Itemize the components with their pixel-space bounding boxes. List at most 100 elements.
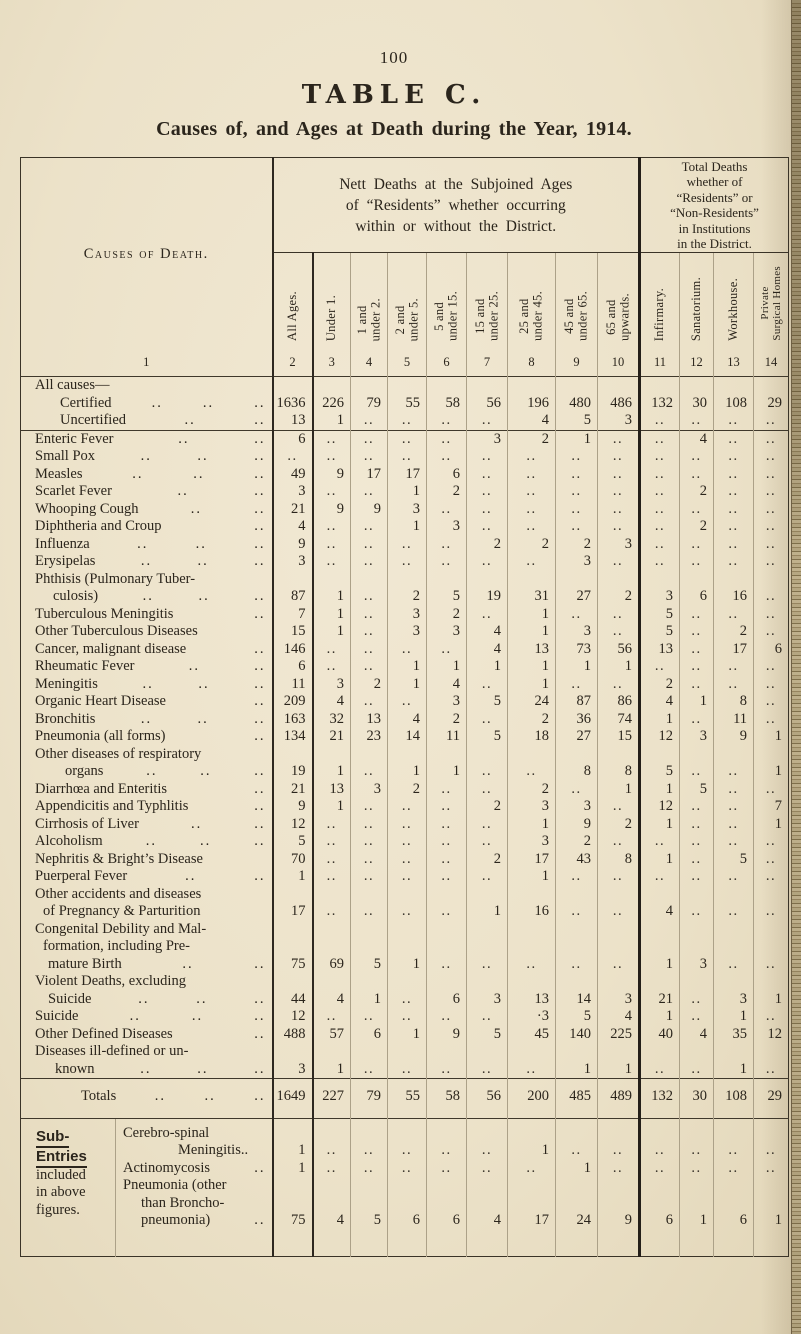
value-cell: 4 (466, 623, 508, 641)
value-cell: 3 (596, 412, 640, 430)
value-cell: 1 (679, 1177, 714, 1256)
label-line: Pneumonia (other (123, 1177, 266, 1195)
value-cell: .. (507, 1043, 556, 1079)
value-cell: 2 (596, 815, 640, 833)
leader-dots: .. (197, 710, 209, 727)
value-cell: 2 (507, 535, 556, 553)
value-cell: 1 (311, 798, 351, 816)
cause-label: Whooping Cough (35, 500, 139, 517)
value-cell: .. (555, 675, 598, 693)
leader-dots: .. (188, 658, 200, 674)
row-label: Enteric Fever.... (20, 429, 273, 448)
value-cell: .. (679, 798, 714, 816)
value-cell: .. (555, 1117, 598, 1160)
value-cell: 3 (311, 675, 351, 693)
group-label: All causes— (20, 376, 273, 395)
cause-label: Organic Heart Disease (35, 693, 166, 709)
value-cell: .. (311, 1117, 351, 1160)
value-cell: .. (596, 1117, 640, 1160)
table-row: Small Pox...............................… (21, 448, 789, 466)
value-cell: .. (350, 885, 388, 921)
column-number: 12 (679, 351, 714, 377)
row-label: Small Pox...... (21, 448, 273, 466)
cause-label: Tuberculous Meningitis (35, 605, 174, 622)
label-line: Certified...... (35, 395, 266, 413)
value-cell: 488 (271, 1025, 313, 1043)
value-cell: .. (713, 553, 754, 571)
value-cell: .. (466, 1043, 508, 1079)
value-cell: .. (753, 833, 789, 851)
value-cell: 6 (426, 1177, 467, 1256)
value-cell: 1 (638, 710, 680, 728)
value-cell: 1 (466, 885, 508, 921)
value-cell: 4 (387, 710, 427, 728)
value-cell: 140 (555, 1025, 598, 1043)
value-cell: 31 (507, 570, 556, 606)
value-cell: 1 (387, 1025, 427, 1043)
table-row: Other diseases of respiratory organs.....… (21, 745, 789, 781)
row-label: Nephritis & Bright’s Disease (21, 851, 273, 869)
row-label: Puerperal Fever.... (21, 868, 273, 886)
value-cell: 1649 (271, 1078, 313, 1118)
leader-dots: .. (190, 815, 203, 832)
value-cell: 17 (713, 640, 754, 658)
leader-dots: .. (146, 763, 158, 779)
value-cell: 2 (387, 780, 427, 798)
cause-label: known (55, 1060, 95, 1077)
total-deaths-group-header: Total Deaths whether of “Residents” or “Non… (638, 157, 789, 253)
value-cell: 5 (466, 693, 508, 711)
value-cell: 2 (507, 710, 556, 728)
value-cell: 1 (713, 1008, 754, 1026)
value-cell: 108 (713, 394, 754, 412)
table-row: Organic Heart Disease.. 209 4.... 3 5 24 87 86 4… (21, 693, 789, 711)
value-cell: 17 (507, 850, 556, 868)
value-cell: 4 (271, 518, 313, 536)
value-cell: .. (638, 500, 680, 518)
value-cell: 3 (271, 1043, 313, 1079)
label-line: Totals...... (35, 1088, 266, 1106)
label-line: culosis)...... (35, 588, 266, 606)
value-cell: .. (426, 448, 467, 466)
value-cell: .. (311, 535, 351, 553)
value-cell: 30 (679, 394, 714, 412)
value-cell: 146 (271, 640, 313, 658)
row-label: Influenza...... (21, 536, 273, 554)
rotated-label: 25 and under 45. (517, 291, 545, 341)
value-cell: .. (426, 1043, 467, 1079)
leader-dots: .. (254, 798, 266, 814)
value-cell: .. (426, 1008, 467, 1026)
value-cell: .. (350, 412, 388, 430)
leader-dots: .. (200, 763, 212, 779)
value-cell: 6 (426, 465, 467, 483)
leader-dots: .. (254, 430, 266, 447)
leader-dots: .. (191, 1008, 204, 1024)
label-line: Suicide...... (35, 991, 266, 1009)
table-row: Diseases ill-defined or un-known...... 3 1… (21, 1043, 789, 1079)
value-cell: 3 (466, 973, 508, 1008)
value-cell: .. (638, 833, 680, 851)
value-cell: .. (638, 1043, 680, 1079)
value-cell: 32 (311, 710, 351, 728)
value-cell: .. (713, 745, 754, 781)
leader-dots: .. (129, 1008, 141, 1024)
leader-dots: .. (254, 588, 266, 604)
row-label: Meningitis...... (21, 676, 273, 694)
value-cell: .. (426, 798, 467, 816)
value-cell: .. (311, 483, 351, 501)
leader-dots: .. (140, 553, 153, 569)
value-cell: 15 (596, 728, 640, 746)
value-cell: 16 (713, 570, 754, 606)
value-cell: 21 (271, 500, 313, 518)
value-cell: .. (387, 868, 427, 886)
value-cell: .. (466, 920, 508, 973)
value-cell (466, 376, 508, 395)
leader-dots: .. (254, 465, 266, 482)
value-cell: 30 (679, 1078, 714, 1118)
value-cell: .. (596, 465, 640, 483)
value-cell: .. (713, 429, 754, 448)
value-cell: 1 (387, 518, 427, 536)
value-cell: .. (679, 623, 714, 641)
rotated-label: All Ages. (284, 291, 299, 341)
value-cell: 1 (507, 815, 556, 833)
